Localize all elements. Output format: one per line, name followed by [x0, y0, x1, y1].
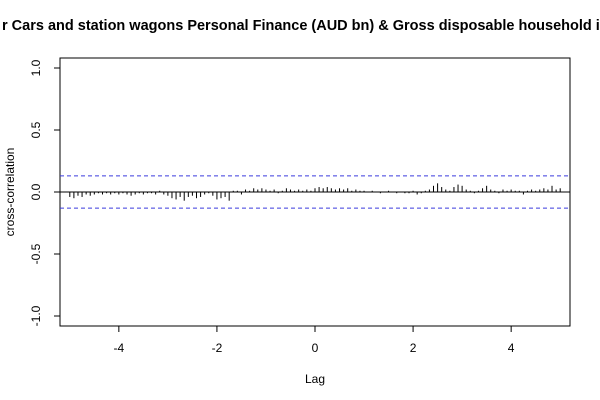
- y-tick-label: 0.0: [29, 183, 43, 200]
- y-tick-label: 0.5: [29, 121, 43, 138]
- y-axis-label: cross-correlation: [3, 148, 17, 237]
- chart-title: r Cars and station wagons Personal Finan…: [2, 18, 600, 34]
- x-axis-label: Lag: [305, 372, 325, 386]
- x-tick-label: 2: [410, 341, 417, 355]
- x-axis: -4 -2 0 2 4: [114, 326, 515, 355]
- y-tick-label: -1.0: [29, 305, 43, 326]
- x-tick-label: 0: [312, 341, 319, 355]
- x-tick-label: -2: [212, 341, 223, 355]
- ccf-bars: [69, 183, 561, 201]
- y-tick-label: 1.0: [29, 59, 43, 76]
- x-tick-label: -4: [114, 341, 125, 355]
- y-tick-label: -0.5: [29, 243, 43, 264]
- x-tick-label: 4: [508, 341, 515, 355]
- y-axis: -1.0 -0.5 0.0 0.5 1.0: [29, 59, 60, 326]
